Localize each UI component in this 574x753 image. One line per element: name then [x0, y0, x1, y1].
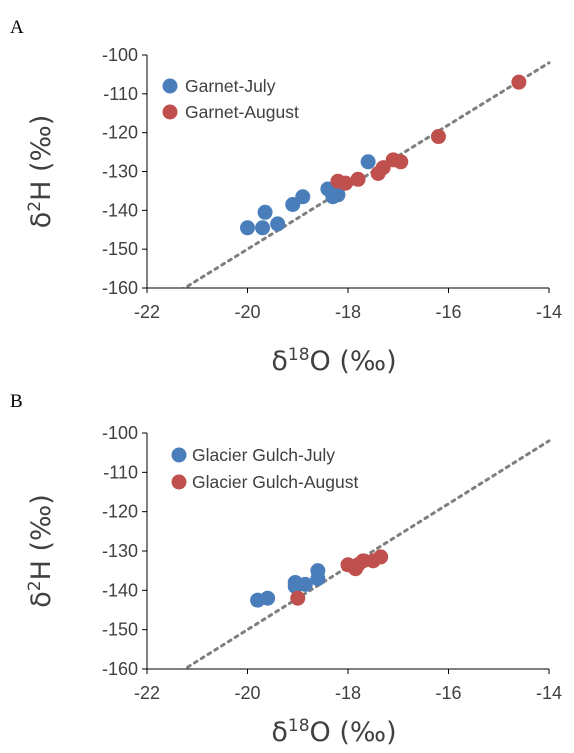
scatter-chart-a: -100 -110 -120 -130 -140 -150 -160 -22 -20 -18 -16…: [25, 45, 562, 377]
data-point-august: [337, 175, 353, 191]
y-tick-label: -150: [102, 620, 138, 640]
data-point-august: [393, 154, 409, 170]
data-point-july: [260, 590, 276, 606]
y-tick-label: -120: [102, 123, 138, 143]
data-point-july: [330, 187, 346, 203]
data-point-july: [310, 563, 326, 579]
scatter-chart-b: -100 -110 -120 -130 -140 -150 -160 -22 -20 -18 -16…: [25, 423, 562, 748]
y-tick-label: -160: [102, 659, 138, 679]
x-axis-title: δ18O (‰): [271, 716, 396, 748]
x-tick-label: -16: [435, 302, 461, 322]
legend-marker: [162, 104, 178, 120]
x-axis-title: δ18O (‰): [271, 345, 396, 377]
x-tick-label: -22: [134, 302, 160, 322]
x-tick-label: -16: [435, 683, 461, 703]
legend-marker: [162, 78, 178, 94]
y-tick-label: -120: [102, 502, 138, 522]
x-tick-label: -20: [234, 302, 260, 322]
y-axis-title: δ2H (‰): [25, 115, 57, 229]
data-point-july: [297, 576, 313, 592]
reference-line: [181, 439, 551, 669]
y-tick-label: -110: [103, 462, 138, 482]
y-tick-label: -130: [102, 162, 138, 182]
x-tick-label: -18: [335, 683, 361, 703]
panel-label-b: B: [10, 391, 23, 412]
y-tick-label: -100: [102, 45, 138, 65]
data-point-july: [240, 220, 255, 236]
legend-label: Garnet-July: [185, 76, 276, 96]
y-tick-label: -150: [102, 239, 138, 259]
legend-marker: [171, 474, 187, 490]
legend-label: Glacier Gulch-July: [192, 445, 335, 465]
y-tick-label: -130: [102, 541, 138, 561]
data-point-july: [270, 216, 286, 232]
data-point-july: [295, 189, 311, 205]
data-point-july: [255, 220, 271, 236]
y-axis-title: δ2H (‰): [25, 494, 57, 608]
x-tick-label: -20: [234, 683, 260, 703]
data-point-august: [511, 74, 527, 90]
data-point-july: [360, 154, 376, 170]
legend-marker: [171, 447, 187, 463]
panel-label-a: A: [10, 17, 24, 38]
data-point-august: [350, 171, 366, 187]
x-tick-label: -22: [134, 683, 160, 703]
data-point-july: [257, 204, 273, 220]
y-tick-label: -110: [103, 84, 138, 104]
data-point-august: [290, 590, 306, 606]
x-tick-label: -18: [335, 302, 361, 322]
data-point-august: [430, 129, 446, 145]
legend-label: Garnet-August: [185, 102, 299, 122]
legend-label: Glacier Gulch-August: [192, 472, 358, 492]
y-tick-label: -140: [102, 580, 138, 600]
y-tick-label: -140: [102, 200, 138, 220]
y-tick-label: -160: [102, 278, 138, 298]
data-point-august: [373, 549, 389, 565]
x-tick-label: -14: [536, 302, 562, 322]
x-tick-label: -14: [536, 683, 562, 703]
y-tick-label: -100: [102, 423, 138, 443]
